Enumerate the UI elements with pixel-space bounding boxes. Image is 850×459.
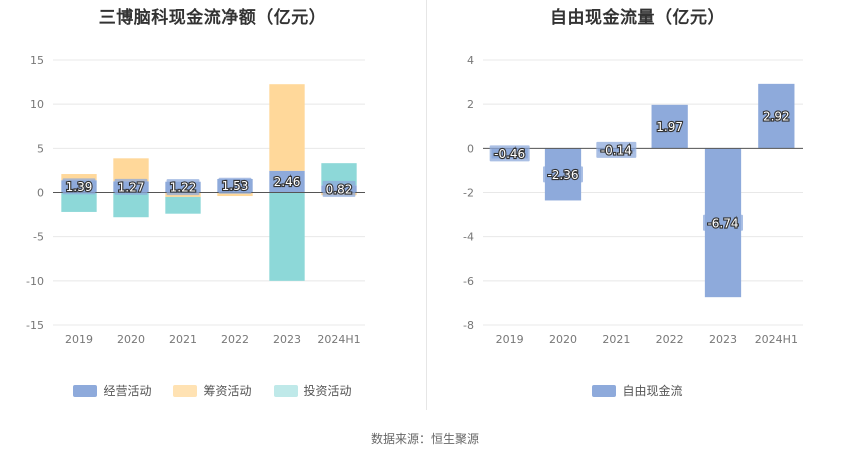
- free-cashflow-chart: -8 -6 -4 -2 0 2 4 2019 2020 2021 2022 2023 2024H1 -0.…: [463, 54, 803, 346]
- data-label-bg: [270, 173, 304, 190]
- x-tick-label: 2019: [496, 333, 524, 346]
- chart-legend: 自由现金流: [425, 382, 850, 399]
- data-label-bg: [114, 178, 148, 195]
- legend-item-financing[interactable]: 筹资活动: [173, 382, 252, 399]
- y-tick-label: -5: [33, 231, 44, 244]
- cashflow-net-chart: -15 -10 -5 0 5 10 15 2019 2020 2021 2022 2023 2024H1…: [26, 54, 365, 346]
- data-label-bg: [653, 118, 687, 135]
- data-label-bg: [489, 145, 530, 162]
- x-tick-label: 2022: [656, 333, 684, 346]
- bar-2-2023: [269, 84, 305, 171]
- y-tick-label: -4: [463, 231, 474, 244]
- x-tick-label: 2023: [709, 333, 737, 346]
- data-source-note: 数据来源：恒生聚源: [370, 432, 479, 446]
- legend-swatch: [273, 384, 298, 397]
- y-tick-label: 15: [30, 54, 44, 67]
- chart-legend: 经营活动 筹资活动 投资活动: [0, 382, 425, 399]
- legend-swatch: [73, 384, 98, 397]
- data-label: -0.14: [601, 143, 632, 157]
- legend-label: 自由现金流: [622, 384, 683, 398]
- y-tick-label: 10: [30, 98, 44, 111]
- legend-swatch: [592, 384, 617, 397]
- legend-item-investing[interactable]: 投资活动: [273, 382, 352, 399]
- x-tick-label: 2022: [221, 333, 249, 346]
- legend-swatch: [173, 384, 198, 397]
- cashflow-net-chart-panel: 三博脑科现金流净额（亿元） -15 -10 -5 0 5 10 15 2019 2020 2021…: [0, 0, 425, 415]
- data-label: 0.82: [326, 182, 353, 196]
- x-tick-label: 2020: [549, 333, 577, 346]
- data-label-bg: [322, 180, 356, 197]
- y-tick-label: 0: [467, 142, 474, 155]
- data-label-bg: [596, 141, 637, 158]
- bar-3-2024H1: [321, 163, 357, 186]
- y-tick-label: -8: [463, 319, 474, 332]
- legend-item-operating[interactable]: 经营活动: [73, 382, 151, 399]
- data-label-bg: [62, 178, 96, 195]
- bar-2-2022: [217, 192, 253, 197]
- y-tick-label: 4: [467, 54, 474, 67]
- data-label-bg: [166, 179, 200, 196]
- data-label-bg: [703, 214, 743, 231]
- y-tick-label: 2: [467, 98, 474, 111]
- legend-label: 投资活动: [303, 384, 352, 398]
- y-tick-label: -6: [463, 275, 474, 288]
- chart-title: 自由现金流量（亿元）: [550, 8, 725, 28]
- legend-item-free-cashflow[interactable]: 自由现金流: [592, 382, 683, 399]
- y-tick-label: -2: [463, 187, 474, 200]
- bar-2-2020: [113, 158, 149, 182]
- data-label: 1.22: [170, 181, 197, 195]
- x-tick-label: 2021: [602, 333, 630, 346]
- free-cashflow-chart-panel: 自由现金流量（亿元） -8 -6 -4 -2 0 2 4 2019 2020 2021 2022 20…: [425, 0, 850, 415]
- data-label: 1.39: [66, 180, 93, 194]
- x-tick-label: 2024H1: [755, 333, 798, 346]
- data-label-bg: [218, 177, 252, 194]
- data-label: -0.46: [494, 147, 525, 161]
- y-tick-label: 0: [37, 187, 44, 200]
- y-tick-label: 5: [37, 142, 44, 155]
- data-label: 1.53: [222, 179, 249, 193]
- bar-3-2023: [269, 192, 305, 281]
- panel-divider: [426, 0, 427, 410]
- data-label: 1.27: [118, 180, 145, 194]
- chart-title: 三博脑科现金流净额（亿元）: [98, 8, 327, 28]
- data-label: 1.97: [656, 120, 683, 134]
- data-label: -6.74: [707, 216, 738, 230]
- x-tick-label: 2024H1: [317, 333, 360, 346]
- bar-3-2020: [113, 192, 149, 218]
- data-label: 2.46: [274, 175, 301, 189]
- x-tick-label: 2019: [65, 333, 93, 346]
- x-tick-label: 2023: [273, 333, 301, 346]
- data-label-bg: [759, 108, 793, 125]
- bar-2-2019: [61, 174, 97, 181]
- y-tick-label: -15: [26, 319, 44, 332]
- x-tick-label: 2021: [169, 333, 197, 346]
- legend-label: 经营活动: [103, 384, 152, 398]
- bar-3-2019: [61, 192, 97, 212]
- y-tick-label: -10: [26, 275, 44, 288]
- data-label: 2.92: [763, 110, 790, 124]
- bar-3-2021: [165, 196, 201, 214]
- data-label-bg: [543, 166, 583, 183]
- x-tick-label: 2020: [117, 333, 145, 346]
- data-label: -2.36: [547, 168, 578, 182]
- legend-label: 筹资活动: [203, 384, 252, 398]
